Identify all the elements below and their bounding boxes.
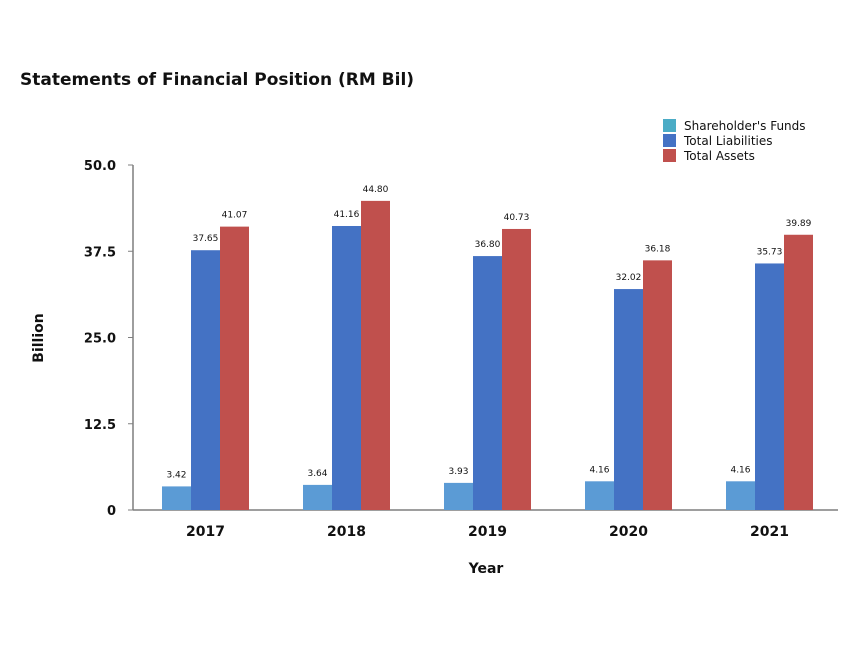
data-labels: 3.42 37.65 41.07 3.64 41.16 44.80 3.93 36.80 40.… [166,185,811,481]
bar-shareholder-s-funds-2017 [162,486,191,510]
chart-title: Statements of Financial Position (RM Bil… [20,70,414,90]
bar-total-assets-2020 [643,260,672,510]
y-tick-labels: 0 12.5 25.0 37.5 50.0 [84,159,116,519]
bar-total-liabilities-2017 [191,250,220,510]
y-tick-label: 25.0 [84,332,116,347]
y-axis-title: Billion [31,313,47,362]
bar-shareholder-s-funds-2019 [444,482,473,510]
bar-shareholder-s-funds-2021 [726,481,755,510]
bar-total-liabilities-2018 [332,225,361,510]
bar-total-assets-2017 [220,226,249,510]
bar-total-liabilities-2019 [473,256,502,510]
bars [162,200,813,510]
bar-shareholder-s-funds-2018 [303,484,332,510]
data-label: 37.65 [193,234,219,244]
bar-total-assets-2018 [361,200,390,510]
legend-label: Total Assets [683,149,755,163]
data-label: 4.16 [730,465,750,475]
data-label: 4.16 [589,465,609,475]
bar-total-assets-2019 [502,228,531,510]
data-label: 3.42 [166,470,186,480]
x-tick-label: 2018 [327,524,366,540]
legend-swatch [663,119,676,132]
y-tick-label: 50.0 [84,159,116,174]
legend-label: Total Liabilities [683,134,773,148]
x-tick-labels: 2017 2018 2019 2020 2021 [186,524,789,540]
data-label: 36.80 [475,240,501,250]
bar-total-assets-2021 [784,234,813,510]
x-tick-label: 2021 [750,524,789,540]
x-axis-title: Year [468,561,504,577]
y-tick-label: 0 [107,504,116,519]
data-label: 36.18 [645,244,671,254]
data-label: 40.73 [504,213,530,223]
legend-swatch [663,134,676,147]
data-label: 3.64 [307,469,327,479]
data-label: 44.80 [363,185,389,195]
data-label: 39.89 [786,219,812,229]
bar-total-liabilities-2021 [755,263,784,510]
x-tick-label: 2020 [609,524,648,540]
bar-shareholder-s-funds-2020 [585,481,614,510]
bar-total-liabilities-2020 [614,289,643,510]
data-label: 35.73 [757,247,783,257]
x-tick-label: 2019 [468,524,507,540]
data-label: 41.07 [222,211,248,221]
x-tick-label: 2017 [186,524,225,540]
legend-swatch [663,149,676,162]
data-label: 41.16 [334,210,360,220]
legend-label: Shareholder's Funds [684,119,806,133]
y-tick-label: 12.5 [84,418,116,433]
data-label: 3.93 [448,467,468,477]
data-label: 32.02 [616,273,642,283]
y-tick-label: 37.5 [84,245,116,260]
